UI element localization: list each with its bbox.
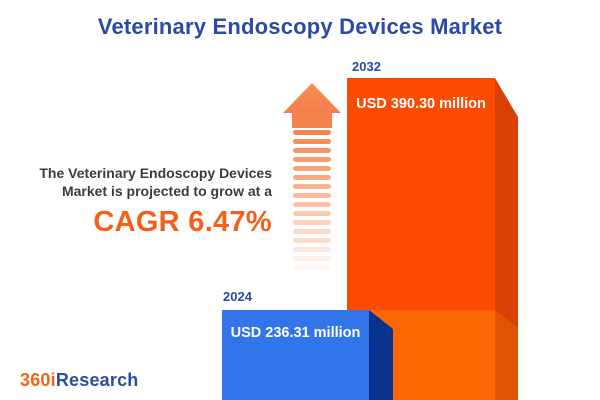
cagr-value: CAGR 6.47% — [93, 206, 272, 238]
brand-logo: 360iResearch — [20, 370, 139, 391]
arrow-up-head-icon — [283, 83, 341, 113]
page-title: Veterinary Endoscopy Devices Market — [97, 14, 503, 39]
arrow-neck — [292, 112, 332, 128]
bar-2032-year-label: 2032 — [352, 59, 381, 74]
description-line-2: Market is projected to grow at a — [61, 182, 272, 199]
brand-logo-research: Research — [55, 370, 139, 390]
arrow-dash — [293, 139, 331, 144]
arrow-dash — [293, 247, 331, 252]
bar-2032-front-face — [347, 78, 495, 310]
growth-arrow-icon — [283, 83, 341, 278]
bar-2032-value-label: USD 390.30 million — [356, 96, 486, 112]
arrow-dash — [293, 229, 331, 234]
bar-2024-year-label: 2024 — [223, 289, 252, 304]
description-block: The Veterinary Endoscopy Devices Market … — [18, 165, 272, 239]
arrow-dash — [293, 130, 331, 135]
bar-2032-base-side-face — [495, 310, 518, 400]
arrow-dash — [293, 238, 331, 243]
arrow-dash — [293, 148, 331, 153]
arrow-dash — [293, 175, 331, 180]
arrow-dash — [293, 220, 331, 225]
arrow-dashed-tail — [293, 130, 331, 278]
brand-logo-360i: 360i — [20, 370, 56, 390]
bar-2024-value-label: USD 236.31 million — [230, 325, 361, 341]
arrow-dash — [293, 193, 331, 198]
bar-2024-front-face — [222, 310, 369, 400]
arrow-dash — [293, 211, 331, 216]
arrow-dash — [293, 256, 331, 261]
arrow-dash — [293, 202, 331, 207]
arrow-dash — [293, 157, 331, 162]
arrow-dash — [293, 184, 331, 189]
description-line-1: The Veterinary Endoscopy Devices — [39, 165, 272, 181]
arrow-dash — [293, 166, 331, 171]
arrow-dash — [293, 265, 331, 270]
